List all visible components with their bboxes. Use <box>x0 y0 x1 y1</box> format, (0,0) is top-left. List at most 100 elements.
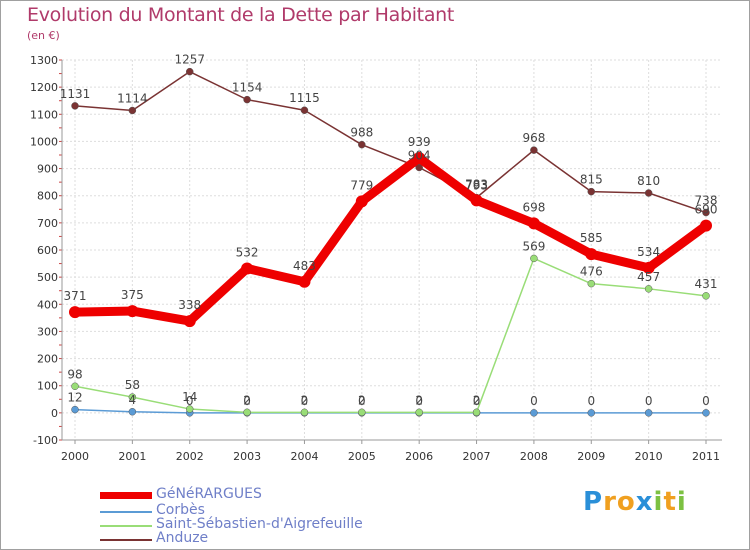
y-tick-label: 500 <box>37 271 58 284</box>
x-tick-label: 2002 <box>176 450 204 463</box>
data-label: 815 <box>580 173 603 187</box>
data-label: 810 <box>637 174 660 188</box>
data-point <box>530 254 538 263</box>
legend-label: Saint-Sébastien-d'Aigrefeuille <box>156 516 363 532</box>
y-tick-label: 400 <box>37 298 58 311</box>
x-tick-label: 2007 <box>463 450 491 463</box>
legend-label: Anduze <box>156 530 209 546</box>
data-point <box>71 102 79 110</box>
y-tick-label: 1300 <box>30 54 58 67</box>
x-tick-label: 2003 <box>233 450 261 463</box>
data-label: 58 <box>125 378 140 392</box>
data-point <box>644 409 653 417</box>
data-label: 476 <box>580 265 603 279</box>
x-tick-label: 2006 <box>405 450 433 463</box>
data-point <box>358 408 366 417</box>
data-point <box>415 408 423 417</box>
logo-letter: x <box>635 487 654 517</box>
data-label: 1154 <box>232 81 263 95</box>
y-tick-label: 1000 <box>30 135 58 148</box>
data-point <box>128 408 137 416</box>
x-tick-label: 2010 <box>635 450 663 463</box>
data-label: 904 <box>408 148 431 162</box>
data-point <box>587 279 596 288</box>
data-point <box>642 261 655 274</box>
data-point <box>527 217 540 230</box>
y-tick-label: 900 <box>37 163 58 176</box>
data-point <box>243 408 251 417</box>
data-label: 2 <box>358 393 366 407</box>
y-tick-label: 1200 <box>30 81 58 94</box>
data-label: 371 <box>64 289 87 303</box>
legend-swatch <box>100 525 152 527</box>
data-point <box>472 408 481 417</box>
data-point <box>183 315 196 328</box>
legend-swatch <box>100 492 152 499</box>
data-point <box>128 106 137 115</box>
data-label: 4 <box>129 393 137 407</box>
data-point <box>355 195 368 208</box>
data-point <box>128 393 137 401</box>
data-label: 1115 <box>289 91 320 105</box>
data-label: 968 <box>522 131 545 145</box>
data-label: 779 <box>350 178 373 192</box>
data-point <box>358 140 366 149</box>
data-point <box>644 189 653 197</box>
legend-label: Corbès <box>156 502 205 518</box>
data-label: 988 <box>350 126 373 140</box>
data-label: 14 <box>182 390 197 404</box>
data-label: 0 <box>358 394 366 408</box>
data-label: 98 <box>67 367 82 381</box>
data-point <box>126 305 139 318</box>
data-point <box>298 275 311 288</box>
data-label: 0 <box>473 394 481 408</box>
data-label: 0 <box>587 394 595 408</box>
unit-label: (en €) <box>27 29 60 42</box>
series-line <box>74 257 707 414</box>
data-label: 431 <box>695 277 718 291</box>
data-label: 375 <box>121 288 144 302</box>
data-label: 12 <box>67 391 82 405</box>
data-point <box>300 106 309 114</box>
x-tick-label: 2008 <box>520 450 548 463</box>
data-label: 0 <box>243 394 251 408</box>
series-line <box>74 70 707 214</box>
logo-letter: r <box>603 487 617 517</box>
data-point <box>300 408 309 417</box>
data-label: 2 <box>301 393 309 407</box>
data-point <box>530 409 538 417</box>
data-label: 585 <box>580 231 603 245</box>
data-label: 2 <box>243 393 251 407</box>
logo-letter: i <box>676 487 687 517</box>
data-point <box>185 405 194 413</box>
logo-letter: P <box>583 487 604 517</box>
data-point <box>470 194 483 207</box>
data-label: 534 <box>637 245 660 259</box>
logo-letter: i <box>653 487 664 517</box>
y-tick-label: 100 <box>37 380 58 393</box>
data-point <box>587 187 596 196</box>
x-tick-label: 2009 <box>577 450 605 463</box>
data-label: 0 <box>702 394 710 408</box>
x-tick-label: 2001 <box>118 450 146 463</box>
data-label: 2 <box>473 393 481 407</box>
data-label: 2 <box>415 393 423 407</box>
logo-letter: o <box>616 487 636 517</box>
data-point <box>530 146 538 154</box>
y-tick-label: 0 <box>51 407 58 420</box>
data-label: 0 <box>530 394 538 408</box>
y-tick-label: -100 <box>33 434 58 447</box>
legend-swatch <box>100 539 152 541</box>
data-point <box>702 208 710 217</box>
data-point <box>587 409 596 417</box>
legend-swatch <box>100 511 152 513</box>
y-tick-label: 800 <box>37 190 58 203</box>
data-label: 698 <box>522 200 545 214</box>
data-point <box>700 219 712 232</box>
y-tick-label: 600 <box>37 244 58 257</box>
proxiti-logo: Proxiti <box>583 487 687 517</box>
data-point <box>644 285 653 293</box>
data-label: 457 <box>637 270 660 284</box>
data-point <box>71 382 79 391</box>
data-label: 0 <box>645 394 653 408</box>
